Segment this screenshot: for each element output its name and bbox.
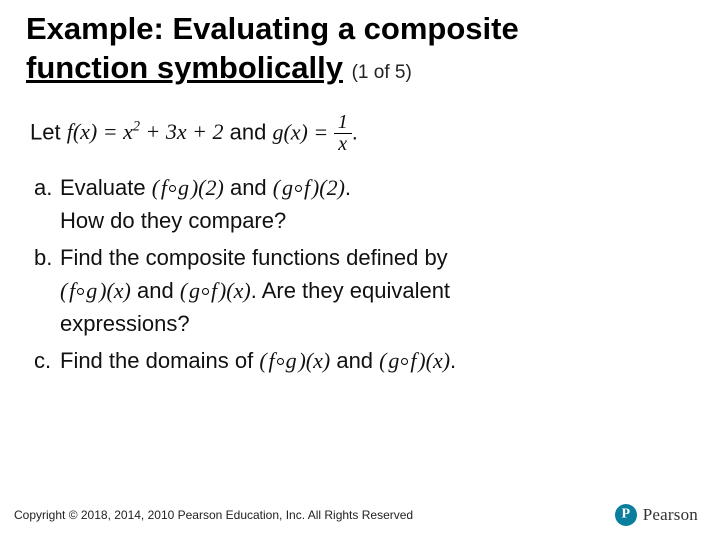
pearson-logo-text: Pearson <box>643 505 698 525</box>
item-b-body: Find the composite functions defined by … <box>60 241 690 340</box>
title-line1: Example: Evaluating a composite <box>26 11 519 46</box>
fraction: 1x <box>334 112 352 155</box>
items-list: a. Evaluate ( fg )(2) and ( gf )(2). How… <box>30 171 690 377</box>
intro-period: . <box>352 119 358 144</box>
c-fg: ( fg )(x) <box>259 348 330 373</box>
a-fg: ( fg )(2) <box>152 175 224 200</box>
b-gf: ( gf )(x) <box>180 278 251 303</box>
c-pre: Find the domains of <box>60 348 259 373</box>
item-c: c. Find the domains of ( fg )(x) and ( g… <box>34 344 690 377</box>
copyright-footer: Copyright © 2018, 2014, 2010 Pearson Edu… <box>14 508 413 522</box>
b-line1: Find the composite functions defined by <box>60 245 448 270</box>
b-and: and <box>131 278 180 303</box>
item-a: a. Evaluate ( fg )(2) and ( gf )(2). How… <box>34 171 690 237</box>
item-c-letter: c. <box>34 344 60 377</box>
intro-line: Let f(x) = x2 + 3x + 2 and g(x) = 1x. <box>30 112 690 155</box>
b-line3: expressions? <box>60 311 190 336</box>
item-b: b. Find the composite functions defined … <box>34 241 690 340</box>
g-lhs: g(x) = <box>272 119 333 144</box>
pearson-logo-icon <box>615 504 637 526</box>
a-and: and <box>224 175 273 200</box>
intro-prefix: Let <box>30 119 67 144</box>
c-gf: ( gf )(x) <box>379 348 450 373</box>
b-fg: ( fg )(x) <box>60 278 131 303</box>
title-line2: function symbolically <box>26 50 343 85</box>
slide-content: Let f(x) = x2 + 3x + 2 and g(x) = 1x. a.… <box>0 88 720 377</box>
item-b-letter: b. <box>34 241 60 340</box>
slide-title: Example: Evaluating a composite function… <box>0 0 720 88</box>
item-a-body: Evaluate ( fg )(2) and ( gf )(2). How do… <box>60 171 690 237</box>
a-gf: ( gf )(2) <box>273 175 345 200</box>
intro-and: and <box>224 119 273 144</box>
b-post: . Are they equivalent <box>251 278 450 303</box>
title-pager: (1 of 5) <box>352 62 412 83</box>
c-post: . <box>450 348 456 373</box>
a-pre: Evaluate <box>60 175 152 200</box>
item-c-body: Find the domains of ( fg )(x) and ( gf )… <box>60 344 690 377</box>
item-a-letter: a. <box>34 171 60 237</box>
pearson-logo: Pearson <box>615 504 698 526</box>
a-post: . <box>345 175 351 200</box>
a-line2: How do they compare? <box>60 208 286 233</box>
c-and: and <box>330 348 379 373</box>
f-lhs: f(x) = x2 + 3x + 2 <box>67 119 224 144</box>
